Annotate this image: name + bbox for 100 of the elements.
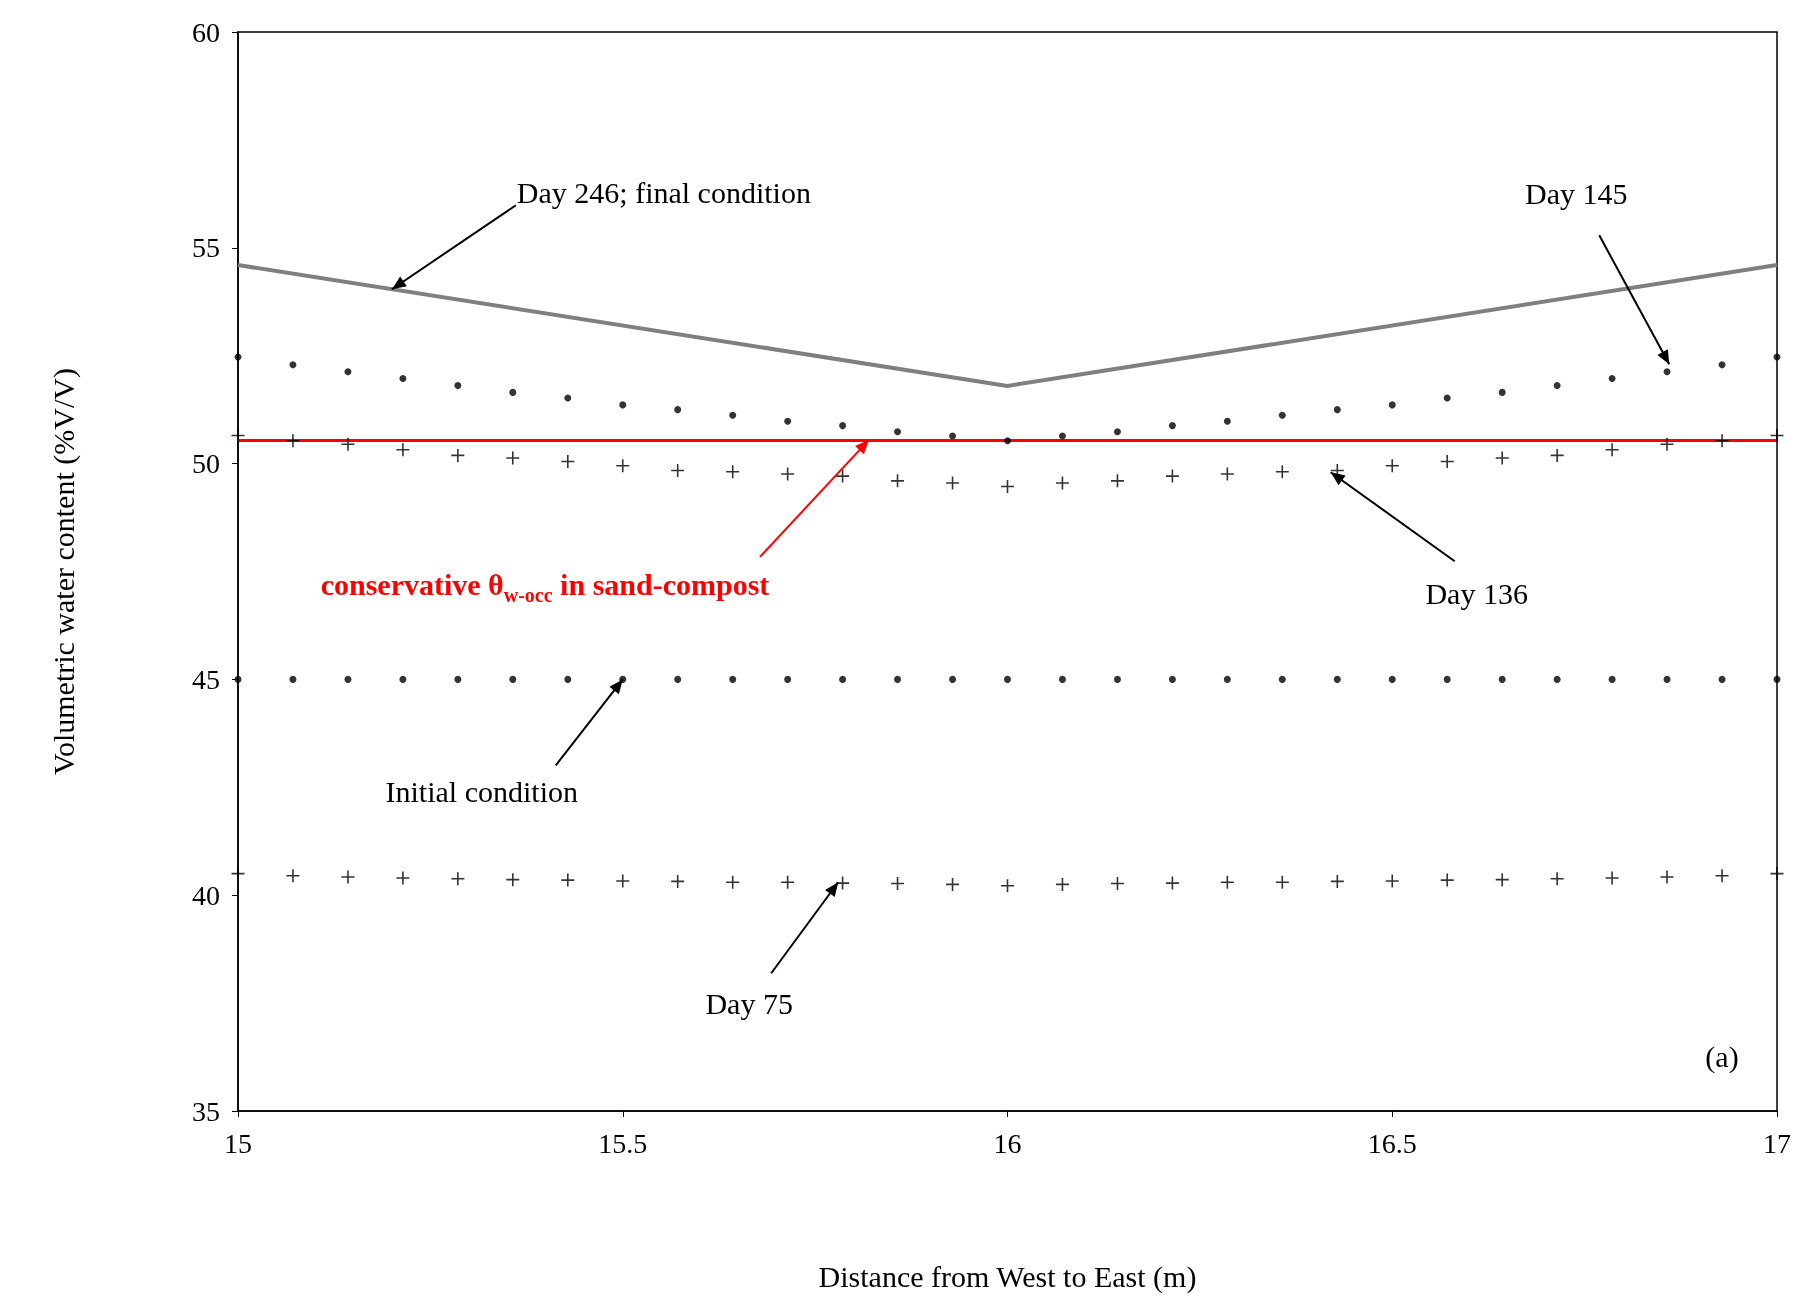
- point: [505, 872, 521, 887]
- point: [1714, 868, 1730, 884]
- point: [1388, 675, 1396, 683]
- point: [289, 675, 297, 683]
- point: [784, 417, 792, 425]
- point: [949, 675, 957, 683]
- point: [894, 675, 902, 683]
- y-tick-label: 60: [192, 16, 220, 48]
- annotation: Day 136: [1425, 576, 1528, 610]
- y-tick-label: 45: [192, 663, 220, 695]
- point: [1168, 422, 1176, 430]
- x-tick-label: 16: [993, 1127, 1022, 1159]
- point: [1604, 870, 1620, 886]
- point: [1498, 675, 1506, 683]
- point: [289, 361, 297, 369]
- point: [564, 394, 572, 402]
- point: [1549, 448, 1565, 463]
- point: [674, 675, 682, 683]
- point: [1055, 475, 1070, 491]
- point: [344, 675, 352, 683]
- annotation: Day 145: [1525, 176, 1628, 210]
- point: [784, 675, 792, 683]
- point: [1055, 877, 1070, 892]
- point: [340, 436, 356, 452]
- point: [1549, 871, 1565, 887]
- point: [1113, 428, 1121, 436]
- point: [1223, 417, 1231, 425]
- point: [1443, 675, 1451, 683]
- point: [1113, 675, 1121, 683]
- x-axis-title: Distance from West to East (m): [818, 1259, 1197, 1294]
- point: [1388, 401, 1396, 409]
- point: [1553, 675, 1561, 683]
- point: [945, 475, 960, 491]
- point: [1220, 466, 1235, 482]
- point: [780, 466, 795, 482]
- point: [564, 675, 572, 683]
- point: [949, 432, 957, 440]
- point: [450, 871, 466, 887]
- point: [344, 368, 352, 376]
- point: [1553, 381, 1561, 389]
- point: [1714, 433, 1730, 449]
- y-tick-label: 40: [192, 879, 220, 911]
- point: [1274, 464, 1290, 480]
- point: [1494, 872, 1510, 887]
- y-axis-title: Volumetric water content (%V/V): [46, 368, 81, 775]
- point: [1165, 468, 1180, 484]
- point: [1333, 675, 1341, 683]
- y-tick-label: 35: [192, 1095, 220, 1127]
- point: [1663, 675, 1671, 683]
- point: [1278, 675, 1286, 683]
- x-tick-label: 15.5: [598, 1127, 648, 1159]
- y-tick-label: 50: [192, 448, 220, 480]
- point: [1223, 675, 1231, 683]
- point: [1333, 406, 1341, 414]
- point: [1439, 872, 1455, 888]
- point: [1718, 361, 1726, 369]
- point: [1384, 873, 1400, 889]
- point: [560, 872, 576, 888]
- point: [839, 675, 847, 683]
- point: [1000, 479, 1015, 494]
- point: [835, 468, 850, 484]
- point: [450, 448, 466, 463]
- point: [509, 675, 517, 683]
- point: [505, 450, 521, 466]
- point: [1220, 874, 1235, 890]
- annotation: Day 246; final condition: [516, 175, 811, 209]
- point: [1663, 368, 1671, 376]
- point: [1165, 875, 1180, 891]
- point: [1330, 874, 1345, 889]
- point: [1769, 866, 1785, 881]
- point: [1058, 432, 1066, 440]
- point: [894, 428, 902, 436]
- point: [1718, 675, 1726, 683]
- point: [615, 873, 631, 889]
- point: [1659, 869, 1675, 885]
- point: [780, 874, 795, 890]
- x-tick-label: 16.5: [1367, 1127, 1417, 1159]
- point: [729, 411, 737, 419]
- point: [890, 473, 905, 489]
- point: [725, 464, 741, 480]
- point: [1384, 458, 1400, 474]
- point: [1278, 411, 1286, 419]
- point: [674, 406, 682, 414]
- point: [230, 866, 246, 881]
- annotation: Day 75: [705, 986, 793, 1020]
- point: [1004, 675, 1011, 683]
- point: [285, 868, 301, 884]
- point: [454, 675, 462, 683]
- point: [1439, 454, 1455, 469]
- point: [234, 675, 242, 683]
- point: [1274, 874, 1290, 890]
- annotation: Initial condition: [385, 774, 578, 808]
- point: [1608, 675, 1616, 683]
- point: [230, 428, 246, 443]
- point: [454, 381, 462, 389]
- x-tick-label: 15: [224, 1127, 252, 1159]
- point: [1004, 437, 1011, 445]
- point: [670, 874, 685, 889]
- point: [725, 874, 741, 890]
- point: [1659, 436, 1675, 452]
